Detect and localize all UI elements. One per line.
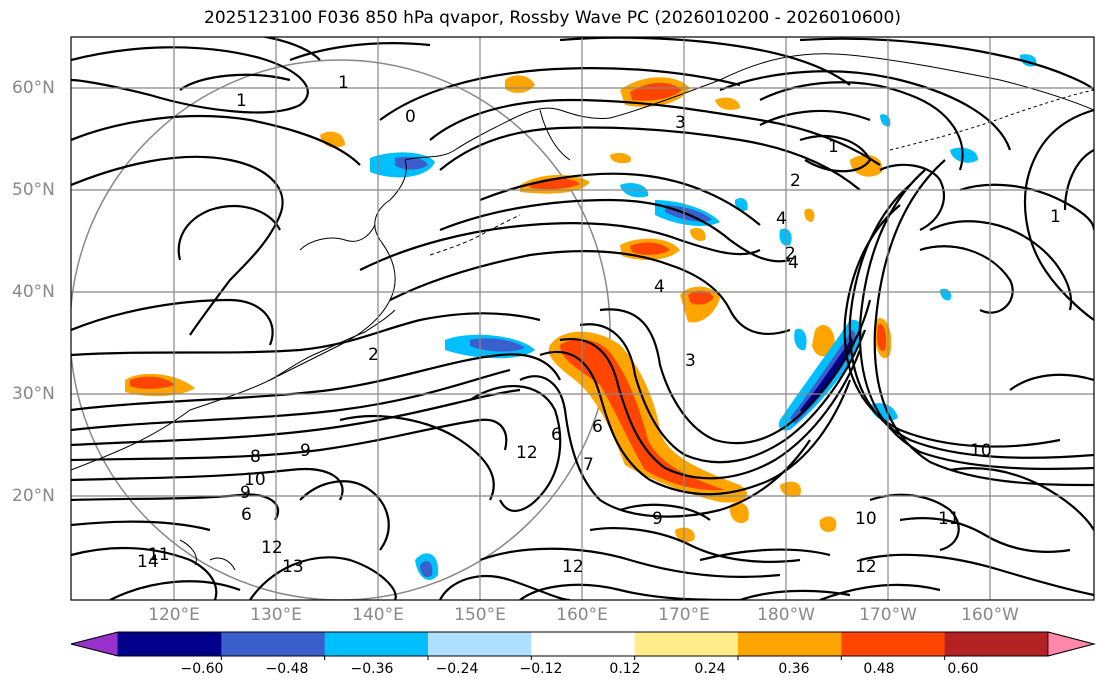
coastlines [71,53,1094,571]
lat-tick-50n: 50°N [12,180,55,200]
contour-label: 10 [244,470,266,490]
anomaly-shading [125,54,1037,580]
lon-tick-130e: 130°E [250,605,302,625]
contour-label: 11 [148,545,170,565]
colorbar-label: −0.24 [435,661,479,677]
colorbar-arrow-high [1047,631,1096,657]
contour-label: 2 [785,244,796,264]
lat-tick-20n: 20°N [12,486,55,506]
colorbar-label: 0.24 [694,661,726,677]
contour-label: 10 [970,441,992,461]
contour-label: 8 [250,447,261,467]
contour-label: 12 [261,538,283,558]
contour-label: 1 [236,91,247,111]
contour-label: 6 [551,425,562,445]
colorbar-label: 0.48 [863,661,895,677]
lon-tick-180w: 180°W [757,605,815,625]
contour-label: 1 [828,137,839,157]
isolines [71,37,1094,600]
colorbar-label: −0.60 [180,661,224,677]
contour-label: 0 [405,107,416,127]
colorbar-segment [738,632,842,656]
contour-label: 2 [368,345,379,365]
colorbar-segment [118,632,222,656]
contour-label: 11 [938,509,960,529]
lat-tick-30n: 30°N [12,384,55,404]
contour-label: 4 [654,277,665,297]
contour-label: 3 [675,113,686,133]
map-border [70,36,1095,601]
colorbar-segment [944,632,1049,656]
contour-label: 4 [788,253,799,273]
contour-label: 9 [652,509,663,529]
lat-tick-60n: 60°N [12,78,55,98]
colorbar-arrow-low [70,631,119,657]
plot-title: 2025123100 F036 850 hPa qvapor, Rossby W… [204,8,901,28]
colorbar-segment [221,632,326,656]
contour-label: 1 [1050,207,1061,227]
contour-label: 6 [241,505,252,525]
lon-tick-140e: 140°E [352,605,404,625]
contour-label: 4 [776,209,787,229]
lon-tick-160w: 160°W [961,605,1019,625]
contour-label: 9 [300,441,311,461]
contour-label: 12 [562,557,584,577]
lon-tick-160e: 160°E [556,605,608,625]
lon-tick-150e: 150°E [454,605,506,625]
contour-label: 1 [338,73,349,93]
contour-label: 6 [592,417,603,437]
colorbar-label: 0.12 [609,661,641,677]
colorbar-segment [428,632,532,656]
contour-label: 14 [137,552,159,572]
colorbar-outline [70,631,1096,657]
contour-label: 9 [240,483,251,503]
colorbar-segment [324,632,429,656]
contour-label: 7 [583,455,594,475]
colorbar-label: −0.12 [519,661,563,677]
lon-tick-170e: 170°E [658,605,710,625]
contour-label: 3 [685,351,696,371]
contour-label: 13 [282,557,304,577]
colorbar-segment [531,632,636,656]
contour-label: 12 [855,557,877,577]
gridlines [71,37,1094,600]
lon-tick-120e: 120°E [148,605,200,625]
colorbar-segment [634,632,739,656]
lon-tick-170w: 170°W [859,605,917,625]
contour-label: 12 [516,443,538,463]
contour-label: 10 [855,509,877,529]
colorbar-label: 0.36 [778,661,810,677]
colorbar-segment [841,632,946,656]
colorbar-label: −0.48 [265,661,309,677]
contour-label: 2 [790,171,801,191]
lat-tick-40n: 40°N [12,282,55,302]
colorbar-label: −0.36 [350,661,394,677]
colorbar [70,631,1096,660]
colorbar-label: 0.60 [947,661,979,677]
